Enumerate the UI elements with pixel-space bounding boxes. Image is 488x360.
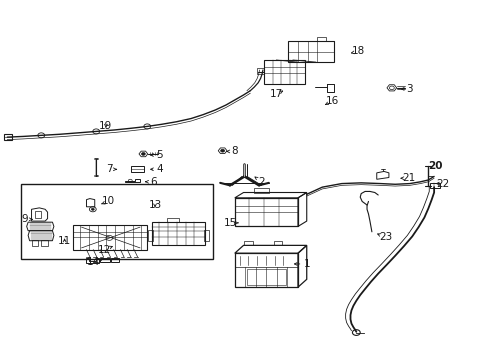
- Text: 7: 7: [106, 164, 112, 174]
- Bar: [203, 230, 208, 241]
- Text: 13: 13: [148, 200, 162, 210]
- Text: 3: 3: [406, 84, 412, 94]
- Bar: [152, 222, 204, 245]
- Circle shape: [220, 149, 224, 152]
- Bar: [100, 258, 110, 262]
- Bar: [4, 134, 12, 140]
- Bar: [244, 241, 253, 246]
- Text: 20: 20: [427, 161, 442, 171]
- Bar: [21, 184, 212, 259]
- Bar: [264, 60, 305, 84]
- Text: 21: 21: [402, 173, 415, 183]
- Bar: [317, 37, 325, 41]
- Circle shape: [91, 208, 94, 210]
- Text: 18: 18: [351, 46, 365, 57]
- Text: 22: 22: [435, 179, 448, 189]
- Text: 14: 14: [87, 257, 100, 267]
- Text: 16: 16: [325, 96, 338, 107]
- Bar: [246, 269, 285, 285]
- Bar: [35, 211, 41, 217]
- Text: 1: 1: [303, 259, 309, 269]
- Bar: [41, 240, 48, 246]
- Text: 4: 4: [156, 164, 163, 174]
- Text: 8: 8: [231, 147, 238, 157]
- Text: 10: 10: [102, 197, 115, 206]
- Text: 9: 9: [21, 214, 28, 224]
- Text: 11: 11: [58, 236, 71, 246]
- Bar: [273, 241, 282, 246]
- Bar: [73, 225, 147, 249]
- Text: 2: 2: [258, 177, 264, 187]
- Text: 23: 23: [378, 232, 391, 242]
- Text: 15: 15: [224, 218, 237, 228]
- Bar: [234, 253, 297, 287]
- Bar: [287, 41, 334, 62]
- Bar: [429, 183, 439, 188]
- Text: 6: 6: [149, 177, 156, 187]
- Bar: [148, 230, 153, 241]
- Text: 12: 12: [98, 245, 111, 255]
- Text: 17: 17: [269, 89, 282, 99]
- Bar: [257, 68, 264, 74]
- Text: 5: 5: [156, 150, 163, 160]
- Bar: [166, 217, 179, 222]
- Circle shape: [141, 153, 145, 156]
- Bar: [130, 166, 144, 172]
- Bar: [111, 258, 118, 262]
- Text: 19: 19: [99, 121, 112, 131]
- Bar: [234, 198, 297, 226]
- Bar: [31, 240, 38, 246]
- Bar: [254, 188, 268, 193]
